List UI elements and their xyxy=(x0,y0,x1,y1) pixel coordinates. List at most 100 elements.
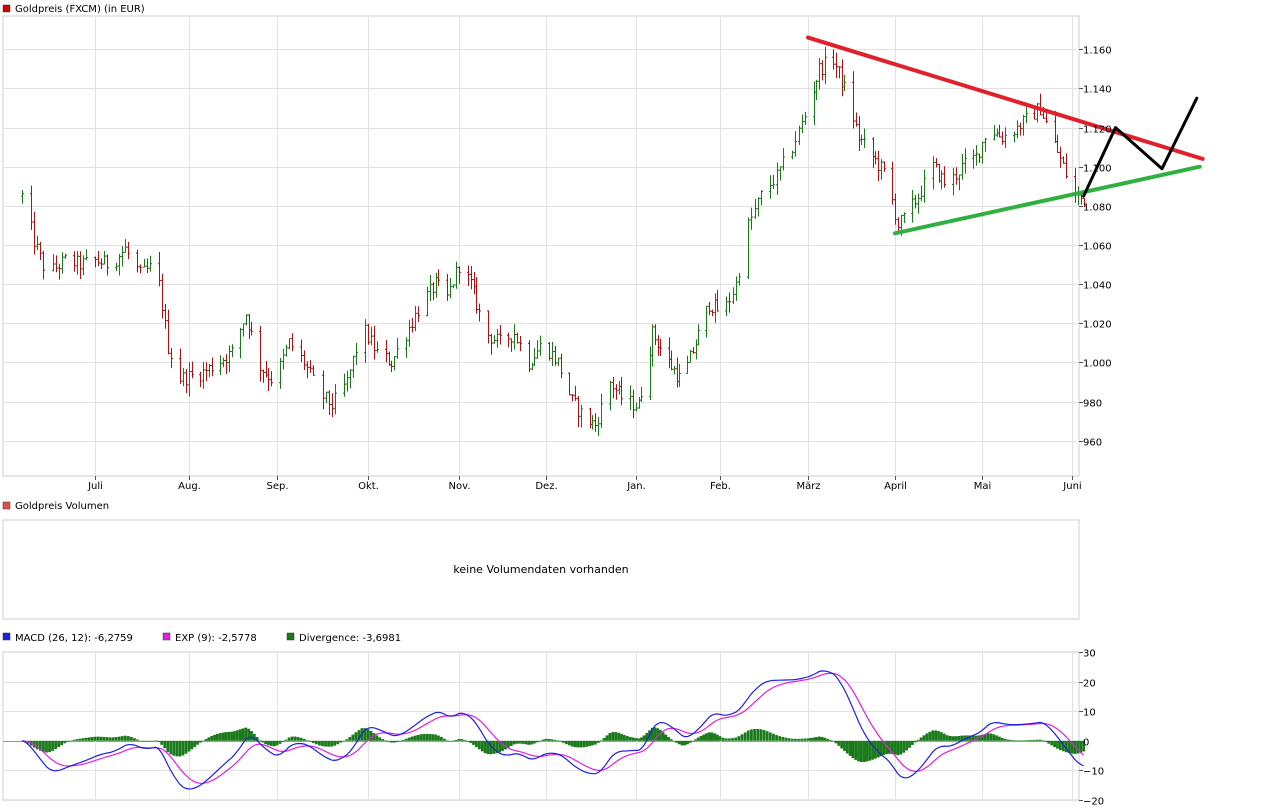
divergence-bar xyxy=(790,738,794,741)
divergence-bar xyxy=(750,729,753,741)
divergence-bar xyxy=(957,735,961,741)
divergence-bar xyxy=(797,738,800,741)
divergence-bar xyxy=(63,740,67,744)
divergence-bar xyxy=(393,740,396,743)
divergence-bar xyxy=(48,740,51,753)
divergence-bar xyxy=(381,739,385,741)
divergence-bar xyxy=(731,738,734,741)
divergence-bar xyxy=(831,740,835,742)
price-y-axis: 960 980 1.000 1.020 1.040 1.060 1.080 1.100 1.12… xyxy=(1079,46,1112,449)
divergence-bar xyxy=(413,735,417,741)
divergence-bar xyxy=(890,740,894,755)
divergence-bar xyxy=(1070,740,1074,754)
divergence-bar xyxy=(896,740,900,756)
divergence-bar xyxy=(272,740,276,747)
divergence-bar xyxy=(865,740,869,762)
divergence-bar xyxy=(857,740,860,762)
divergence-bar xyxy=(1027,740,1030,741)
divergence-bar xyxy=(845,740,849,754)
divergence-bar xyxy=(737,736,741,741)
divergence-bar xyxy=(596,740,600,743)
divergence-bar xyxy=(78,738,82,741)
divergence-bar xyxy=(448,740,452,742)
divergence-bar xyxy=(942,733,946,741)
volume-plot-area xyxy=(2,519,1080,620)
divergence-bar xyxy=(45,740,48,753)
divergence-bar xyxy=(882,740,886,756)
divergence-bar xyxy=(593,740,597,745)
divergence-bar xyxy=(398,740,402,742)
divergence-bar xyxy=(851,740,855,759)
divergence-bar xyxy=(1003,738,1007,741)
divergence-bar xyxy=(445,740,449,741)
divergence-bar xyxy=(136,739,139,741)
divergence-bar xyxy=(893,740,897,755)
divergence-bar xyxy=(357,730,361,741)
divergence-bar xyxy=(713,733,716,741)
divergence-bar xyxy=(576,740,580,748)
divergence-bar xyxy=(611,732,615,741)
divergence-bar xyxy=(992,734,996,741)
divergence-bar xyxy=(483,740,487,754)
divergence-bar xyxy=(123,735,127,741)
divergence-bar xyxy=(753,728,756,741)
divergence-bar xyxy=(244,727,248,741)
divergence-bar xyxy=(1067,740,1071,753)
divergence-bar xyxy=(193,740,197,747)
divergence-bar xyxy=(198,740,202,743)
divergence-bar xyxy=(142,740,145,742)
divergence-bar xyxy=(521,740,525,744)
divergence-bar xyxy=(117,736,121,741)
divergence-bar xyxy=(81,738,85,741)
volume-legend-swatch xyxy=(2,501,11,510)
divergence-bar xyxy=(945,735,949,741)
divergence-bar xyxy=(544,738,548,741)
divergence-bar xyxy=(602,737,606,741)
divergence-bar xyxy=(784,737,788,741)
divergence-bar xyxy=(267,740,270,746)
divergence-bar xyxy=(854,740,858,760)
divergence-bar xyxy=(366,729,370,741)
divergence-bar xyxy=(834,740,838,744)
divergence-bar xyxy=(114,737,118,741)
divergence-bar xyxy=(728,738,731,741)
macd-y-tick-label: −10 xyxy=(1083,767,1104,778)
divergence-bar xyxy=(815,737,818,741)
divergence-bar xyxy=(772,733,775,741)
divergence-bar xyxy=(916,739,920,741)
divergence-bar xyxy=(1038,739,1042,741)
divergence-bar xyxy=(102,736,106,741)
divergence-bar xyxy=(829,740,832,741)
divergence-bar xyxy=(96,736,100,741)
projection-line xyxy=(1082,96,1199,198)
divergence-bar xyxy=(439,736,443,741)
divergence-bar xyxy=(556,740,560,741)
divergence-bar xyxy=(1032,739,1036,741)
divergence-bar xyxy=(264,740,268,745)
divergence-bar xyxy=(913,740,917,743)
divergence-bar xyxy=(221,732,225,741)
price-y-tick-label: 1.020 xyxy=(1083,320,1112,331)
divergence-bar xyxy=(642,735,646,741)
macd-grid xyxy=(3,652,1079,801)
price-legend-label: Goldpreis (FXCM) (in EUR) xyxy=(15,4,145,15)
divergence-bar xyxy=(308,740,312,742)
divergence-bar xyxy=(375,735,379,741)
divergence-bar xyxy=(87,737,91,741)
divergence-bar xyxy=(1015,740,1019,741)
divergence-bar xyxy=(84,737,88,741)
divergence-bar xyxy=(998,736,1001,741)
divergence-legend-label: Divergence: -3,6981 xyxy=(299,633,401,644)
divergence-bar xyxy=(541,739,545,741)
divergence-bar xyxy=(650,727,654,741)
macd-y-tick-label: 30 xyxy=(1083,649,1096,660)
divergence-bar xyxy=(675,740,679,743)
divergence-bar xyxy=(691,740,695,742)
divergence-bar xyxy=(1064,740,1068,753)
divergence-bar xyxy=(416,734,420,741)
divergence-bar xyxy=(667,737,670,741)
divergence-bar xyxy=(885,740,888,755)
divergence-bar xyxy=(401,739,405,741)
divergence-bar xyxy=(120,736,124,741)
price-y-tick-label: 960 xyxy=(1083,438,1102,449)
